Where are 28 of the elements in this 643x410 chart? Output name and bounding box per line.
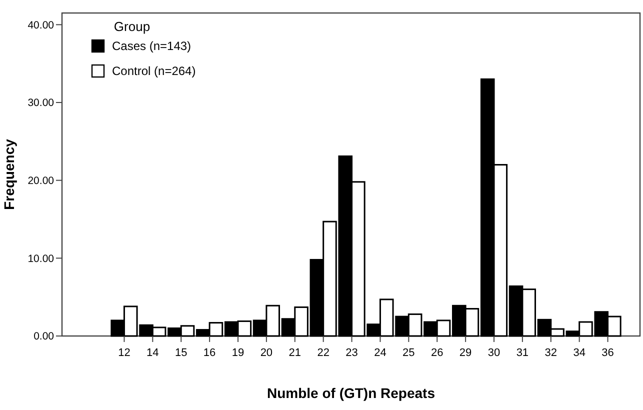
x-tick-label: 15 xyxy=(174,347,188,359)
x-tick-label: 32 xyxy=(544,347,558,359)
x-tick-label: 36 xyxy=(602,347,614,359)
x-tick-label: 19 xyxy=(232,347,244,359)
x-tick-label: 30 xyxy=(488,347,500,359)
y-tick-label: 0.00 xyxy=(34,330,54,343)
x-tick-label: 29 xyxy=(459,347,472,359)
x-tick-label: 31 xyxy=(516,347,529,359)
x-tick-label: 21 xyxy=(288,347,302,359)
legend-label: Control (n=264) xyxy=(112,64,196,78)
x-tick-label: 16 xyxy=(203,347,216,359)
x-axis-title: Numble of (GT)n Repeats xyxy=(266,385,436,401)
legend-label: Cases (n=143) xyxy=(112,39,192,54)
x-tick-label: 24 xyxy=(374,347,386,359)
x-tick-label: 12 xyxy=(118,347,130,359)
x-tick-label: 25 xyxy=(402,347,415,359)
y-axis-title: Frequency xyxy=(1,138,17,210)
x-tick-label: 14 xyxy=(146,347,159,359)
y-tick-label: 10.00 xyxy=(28,252,54,265)
x-tick-label: 34 xyxy=(573,347,586,359)
y-tick-label: 20.00 xyxy=(28,175,54,188)
y-tick-label: 40.00 xyxy=(28,19,54,32)
x-tick-label: 20 xyxy=(260,347,273,359)
y-tick-label: 30.00 xyxy=(28,97,54,110)
x-tick-label: 23 xyxy=(346,347,358,359)
legend-title: Group xyxy=(114,19,150,34)
x-tick-label: 26 xyxy=(430,347,444,359)
x-tick-label: 22 xyxy=(317,347,330,359)
